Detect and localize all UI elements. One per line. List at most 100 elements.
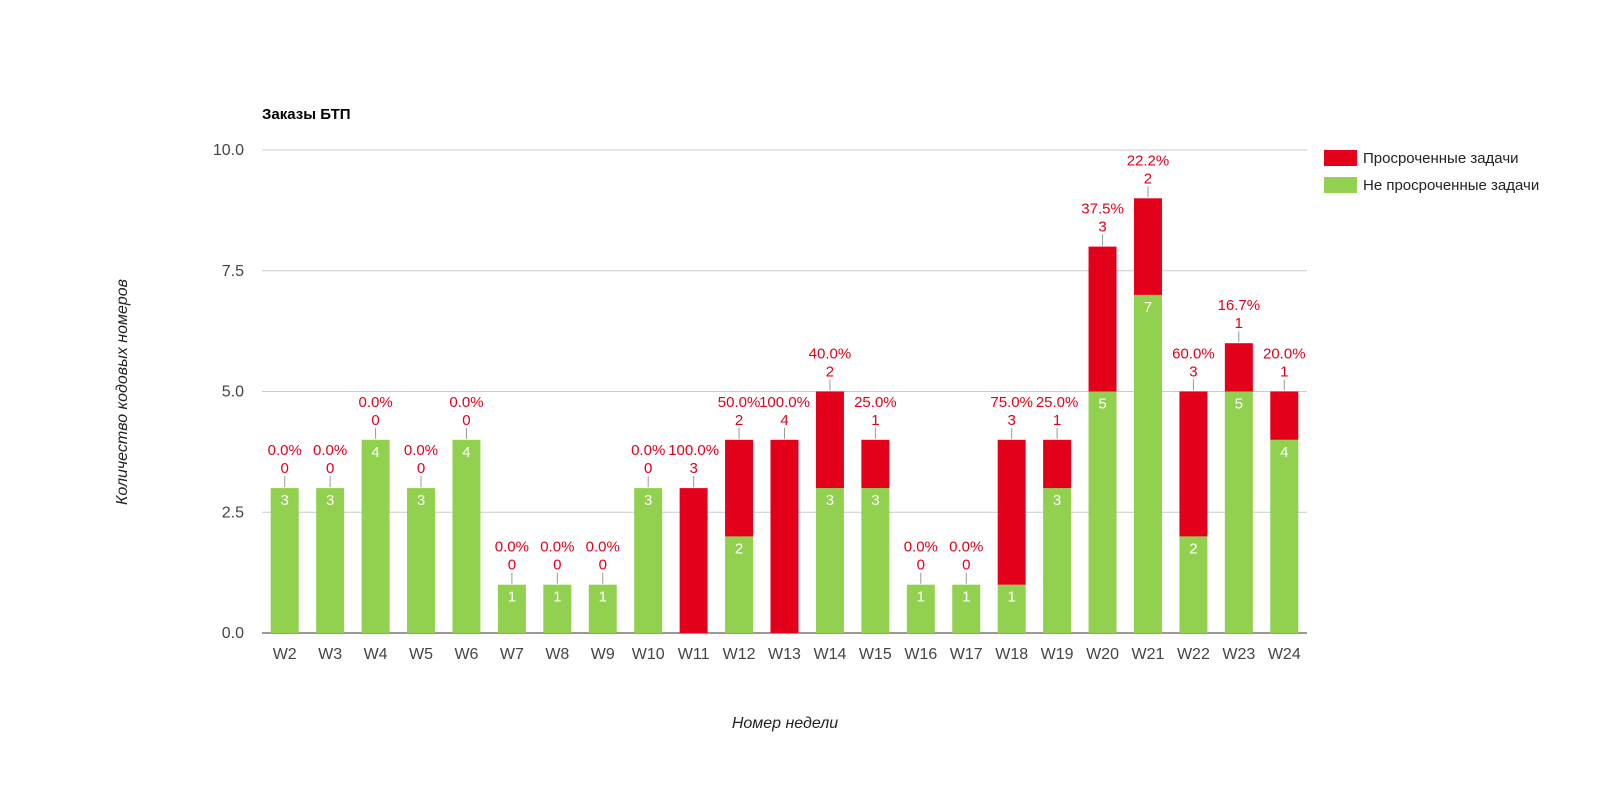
x-tick-label: W4 (364, 646, 388, 663)
overdue-percent-label: 100.0% (668, 442, 719, 459)
bar-segment-not-overdue (270, 488, 299, 633)
x-tick-label: W6 (454, 646, 478, 663)
x-tick-label: W10 (632, 646, 665, 663)
bar-segment-not-overdue (1043, 488, 1072, 633)
bar-segment-overdue (815, 391, 844, 489)
x-axis: W2 W3 W4 W5 W6 W7 W8 W9 W10 W11 W12 W13 W14 W15 W16 W17… (273, 646, 1301, 663)
bar-value-label: 1 (1008, 589, 1016, 606)
overdue-count-label: 0 (417, 460, 425, 477)
overdue-percent-label: 16.7% (1218, 297, 1261, 314)
overdue-count-label: 0 (917, 557, 925, 574)
bars: 300.0%300.0% 400.0%300.0% 400.0%100.0%100.… (268, 152, 1306, 633)
overdue-count-label: 0 (599, 557, 607, 574)
bar-value-label: 2 (735, 540, 743, 557)
bar-segment-not-overdue (815, 488, 844, 633)
bar-value-label: 1 (917, 589, 925, 606)
overdue-percent-label: 0.0% (540, 539, 574, 556)
overdue-percent-label: 0.0% (495, 539, 529, 556)
bar-segment-not-overdue (543, 584, 572, 633)
overdue-count-label: 1 (1235, 315, 1243, 332)
overdue-count-label: 4 (780, 412, 788, 429)
bar-value-label: 4 (462, 444, 470, 461)
bar-segment-not-overdue (452, 439, 481, 633)
bar-segment-overdue (1270, 391, 1299, 440)
overdue-count-label: 1 (1280, 364, 1288, 381)
bar-value-label: 3 (326, 492, 334, 509)
overdue-percent-label: 0.0% (268, 442, 302, 459)
bar-value-label: 4 (1280, 444, 1288, 461)
bar-segment-not-overdue (634, 488, 663, 633)
overdue-count-label: 0 (962, 557, 970, 574)
overdue-count-label: 0 (553, 557, 561, 574)
bar-value-label: 3 (871, 492, 879, 509)
x-tick-label: W21 (1132, 646, 1165, 663)
bar-value-label: 3 (644, 492, 652, 509)
overdue-count-label: 0 (508, 557, 516, 574)
bar-value-label: 1 (599, 589, 607, 606)
overdue-percent-label: 0.0% (631, 442, 665, 459)
x-tick-label: W3 (318, 646, 342, 663)
y-tick-label: 10.0 (213, 142, 244, 159)
bar-segment-overdue (770, 439, 799, 633)
overdue-count-label: 2 (735, 412, 743, 429)
overdue-percent-label: 25.0% (1036, 394, 1079, 411)
x-tick-label: W14 (813, 646, 846, 663)
bar-segment-not-overdue (1270, 439, 1299, 633)
overdue-percent-label: 100.0% (759, 394, 810, 411)
y-tick-label: 5.0 (222, 384, 244, 401)
overdue-percent-label: 0.0% (358, 394, 392, 411)
bar-value-label: 1 (962, 589, 970, 606)
overdue-count-label: 3 (1008, 412, 1016, 429)
y-axis: 0.0 2.5 5.0 7.5 10.0 (213, 142, 244, 642)
bar-segment-overdue (725, 439, 754, 537)
overdue-count-label: 1 (1053, 412, 1061, 429)
x-tick-label: W22 (1177, 646, 1210, 663)
bar-segment-not-overdue (906, 584, 935, 633)
x-tick-label: W5 (409, 646, 433, 663)
bar-value-label: 5 (1235, 396, 1243, 413)
overdue-percent-label: 0.0% (313, 442, 347, 459)
x-tick-label: W17 (950, 646, 983, 663)
bar-segment-not-overdue (952, 584, 981, 633)
bar-segment-overdue (1088, 246, 1117, 392)
legend-label: Не просроченные задачи (1363, 177, 1539, 194)
bar-segment-not-overdue (1133, 294, 1162, 633)
bar-value-label: 3 (281, 492, 289, 509)
overdue-count-label: 0 (371, 412, 379, 429)
x-tick-label: W7 (500, 646, 524, 663)
bar-segment-not-overdue (997, 584, 1026, 633)
overdue-percent-label: 22.2% (1127, 152, 1170, 169)
overdue-count-label: 0 (281, 460, 289, 477)
grid (262, 149, 1307, 634)
overdue-count-label: 3 (1098, 219, 1106, 236)
x-tick-label: W9 (591, 646, 615, 663)
y-tick-label: 0.0 (222, 625, 244, 642)
overdue-count-label: 0 (644, 460, 652, 477)
x-tick-label: W11 (678, 646, 710, 663)
legend-swatch (1324, 150, 1357, 166)
overdue-percent-label: 0.0% (586, 539, 620, 556)
legend-swatch (1324, 177, 1357, 193)
bar-segment-not-overdue (588, 584, 617, 633)
legend: Просроченные задачи Не просроченные задач… (1324, 150, 1539, 194)
bar-value-label: 5 (1098, 396, 1106, 413)
bar-segment-not-overdue (316, 488, 345, 633)
x-tick-label: W23 (1222, 646, 1255, 663)
overdue-count-label: 2 (1144, 170, 1152, 187)
overdue-percent-label: 40.0% (809, 346, 852, 363)
overdue-count-label: 0 (462, 412, 470, 429)
x-tick-label: W16 (904, 646, 937, 663)
x-axis-title: Номер недели (732, 715, 838, 732)
overdue-percent-label: 75.0% (990, 394, 1033, 411)
bar-segment-not-overdue (407, 488, 436, 633)
overdue-percent-label: 0.0% (449, 394, 483, 411)
bar-value-label: 4 (371, 444, 379, 461)
overdue-percent-label: 50.0% (718, 394, 761, 411)
bar-segment-overdue (1133, 198, 1162, 295)
bar-value-label: 3 (826, 492, 834, 509)
y-axis-title: Количество кодовых номеров (114, 279, 131, 505)
bar-segment-overdue (679, 488, 708, 633)
overdue-percent-label: 0.0% (404, 442, 438, 459)
bar-value-label: 1 (508, 589, 516, 606)
